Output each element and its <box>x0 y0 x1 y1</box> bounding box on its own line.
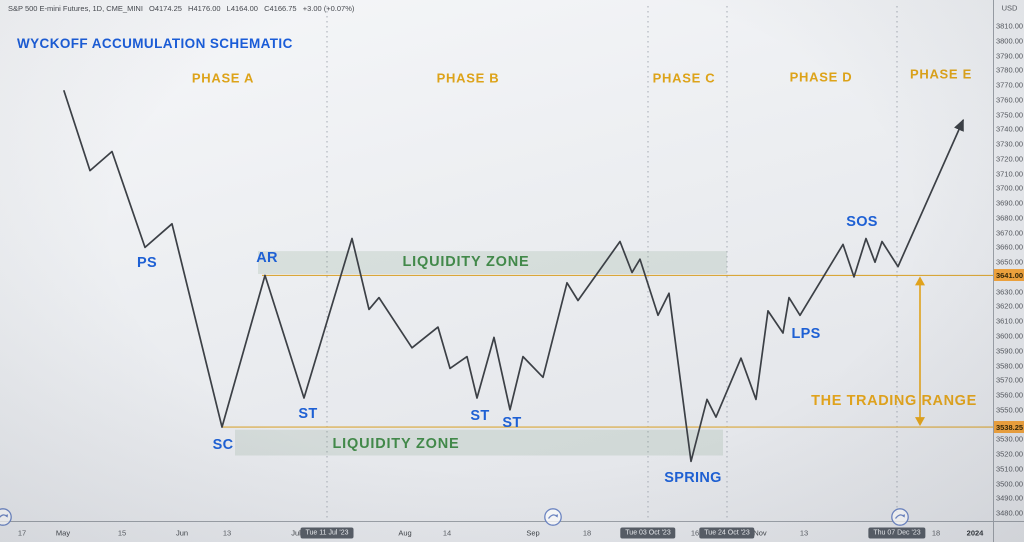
price-tick: 3550.00 <box>995 405 1024 415</box>
event-label-lps[interactable]: LPS <box>791 326 821 342</box>
price-tick: 3670.00 <box>995 228 1024 238</box>
date-marker-badge: Thu 07 Dec '23 <box>868 527 926 538</box>
schematic-title: WYCKOFF ACCUMULATION SCHEMATIC <box>17 36 293 51</box>
price-tick: 3650.00 <box>995 257 1024 267</box>
price-tick: 3560.00 <box>995 390 1024 400</box>
phase-label[interactable]: PHASE B <box>436 70 500 86</box>
phase-label[interactable]: PHASE A <box>191 70 255 86</box>
date-marker-badge: Tue 11 Jul '23 <box>300 527 354 538</box>
price-tick: 3740.00 <box>995 124 1024 134</box>
time-tick: 17 <box>17 528 27 537</box>
price-tick: 3800.00 <box>995 36 1024 46</box>
time-tick: May <box>55 528 71 537</box>
price-tick: 3580.00 <box>995 361 1024 370</box>
event-label-sc[interactable]: SC <box>212 437 234 453</box>
time-tick: 18 <box>931 528 941 537</box>
price-tick: 3700.00 <box>995 183 1024 193</box>
price-change: +3.00 (+0.07%) <box>302 4 355 13</box>
phase-label[interactable]: PHASE E <box>910 66 972 82</box>
price-tick: 3660.00 <box>995 242 1024 252</box>
date-marker-badge: Tue 03 Oct '23 <box>620 527 676 538</box>
liquidity-zone-label[interactable]: LIQUIDITY ZONE <box>402 254 530 270</box>
price-tick: 3770.00 <box>995 80 1024 90</box>
phase-label[interactable]: PHASE C <box>652 70 716 86</box>
price-tick: 3630.00 <box>995 287 1024 297</box>
price-path[interactable] <box>63 90 964 463</box>
time-tick: 15 <box>117 528 127 537</box>
event-label-spring[interactable]: SPRING <box>664 470 722 486</box>
price-tag: 3538.25 <box>994 421 1024 434</box>
time-tick: Jul <box>291 528 301 537</box>
time-tick: 18 <box>582 528 592 537</box>
event-label-st[interactable]: ST <box>470 408 490 424</box>
event-label-st[interactable]: ST <box>298 406 318 422</box>
price-tick: 3500.00 <box>995 479 1024 489</box>
time-tick: Sep <box>526 528 540 537</box>
price-tick: 3750.00 <box>995 110 1024 120</box>
price-tick: 3600.00 <box>995 331 1024 341</box>
price-tick: 3530.00 <box>995 434 1024 444</box>
price-tick: 3730.00 <box>995 139 1024 149</box>
price-tick: 3760.00 <box>995 95 1024 105</box>
currency-label: USD <box>1001 3 1018 13</box>
date-marker-badge: Tue 24 Oct '23 <box>699 527 755 538</box>
event-label-ps[interactable]: PS <box>137 255 157 271</box>
price-tick: 3680.00 <box>995 213 1024 223</box>
price-tick: 3570.00 <box>995 375 1024 385</box>
price-tick: 3590.00 <box>995 346 1024 356</box>
time-tick: Jun <box>175 528 189 537</box>
symbol-name: S&P 500 E-mini Futures, 1D, CME_MINI <box>8 4 143 13</box>
price-tick: 3520.00 <box>995 449 1024 459</box>
liquidity-zone-label[interactable]: LIQUIDITY ZONE <box>332 436 460 452</box>
time-tick: 16 <box>690 528 700 537</box>
price-tick: 3780.00 <box>995 65 1024 75</box>
ohlc-high: H4176.00 <box>188 4 221 13</box>
event-label-ar[interactable]: AR <box>256 250 278 266</box>
price-tick: 3610.00 <box>995 316 1024 326</box>
ohlc-close: C4166.75 <box>264 4 297 13</box>
lower-liquidity-zone[interactable] <box>235 429 723 456</box>
time-tick: 2024 <box>966 528 984 537</box>
time-tick: 14 <box>442 528 452 537</box>
ohlc-low: L4164.00 <box>226 4 258 13</box>
price-tick: 3790.00 <box>995 51 1024 60</box>
price-tag: 3641.00 <box>994 269 1024 282</box>
time-tick: Aug <box>398 528 412 537</box>
time-tick: 13 <box>222 528 232 537</box>
price-tick: 3480.00 <box>995 508 1024 518</box>
price-tick: 3710.00 <box>995 169 1024 179</box>
price-axis[interactable]: USD 3810.00 3800.00 3790.00 3780.00 3770.00 3… <box>993 0 1024 542</box>
price-tick: 3510.00 <box>995 464 1024 474</box>
price-tick: 3690.00 <box>995 198 1024 208</box>
trading-range-arrow[interactable] <box>915 276 925 427</box>
price-tick: 3810.00 <box>995 21 1024 31</box>
symbol-header[interactable]: S&P 500 E-mini Futures, 1D, CME_MINI O41… <box>8 4 358 13</box>
price-tick: 3490.00 <box>995 493 1024 503</box>
phase-label[interactable]: PHASE D <box>789 69 853 85</box>
price-tick: 3620.00 <box>995 301 1024 311</box>
time-tick: Nov <box>753 528 767 537</box>
jump-to-marker-icon[interactable] <box>890 507 910 527</box>
time-axis[interactable]: 17 May 15 Jun 13 Jul Tue 11 Jul '23 Aug 14 Sep 18 T… <box>0 521 1024 542</box>
jump-back-icon[interactable] <box>0 507 13 527</box>
ohlc-open: O4174.25 <box>149 4 182 13</box>
event-label-sos[interactable]: SOS <box>846 214 878 230</box>
event-label-st[interactable]: ST <box>502 415 522 431</box>
price-tick: 3720.00 <box>995 154 1024 164</box>
trading-range-label[interactable]: THE TRADING RANGE <box>811 393 977 409</box>
time-tick: 13 <box>799 528 809 537</box>
jump-to-marker-icon[interactable] <box>543 507 563 527</box>
